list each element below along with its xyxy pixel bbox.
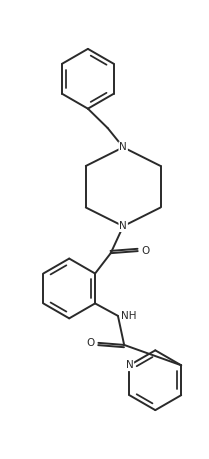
Text: O: O xyxy=(141,246,150,256)
Text: O: O xyxy=(86,338,94,348)
Text: N: N xyxy=(126,360,133,370)
Text: N: N xyxy=(119,221,127,231)
Text: N: N xyxy=(119,142,127,152)
Text: NH: NH xyxy=(121,311,137,321)
